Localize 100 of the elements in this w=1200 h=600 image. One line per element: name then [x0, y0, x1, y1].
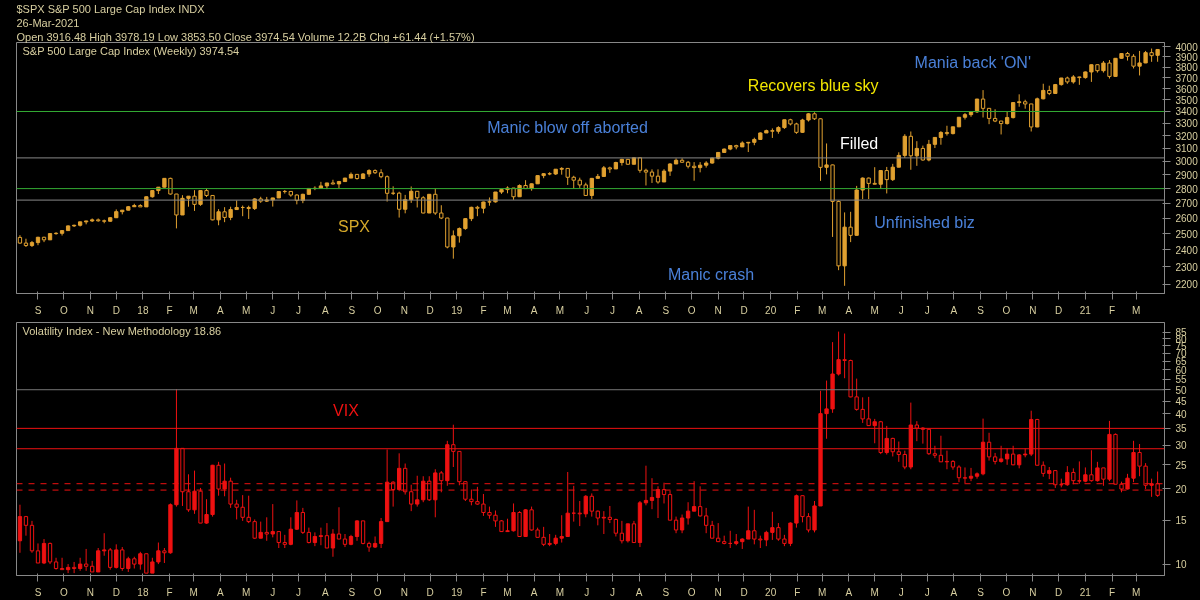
- x-tick-label: 18: [137, 586, 149, 598]
- x-tick-label: N: [400, 586, 408, 598]
- x-tick-label: J: [924, 304, 930, 316]
- y-tick-label: 55: [1175, 374, 1188, 386]
- x-tick-label: O: [59, 304, 68, 316]
- x-tick-label: J: [270, 304, 276, 316]
- x-tick-label: M: [503, 586, 512, 598]
- annotation: SPX: [338, 218, 371, 236]
- x-tick-label: A: [216, 586, 224, 598]
- y-tick-label: 3400: [1175, 106, 1199, 118]
- x-tick-label: J: [609, 304, 615, 316]
- y-tick-label: 2400: [1175, 244, 1199, 256]
- x-tick-label: J: [270, 586, 276, 598]
- x-tick-label: N: [86, 304, 95, 316]
- y-tick-label: 2600: [1175, 213, 1199, 225]
- x-tick-label: D: [112, 304, 120, 316]
- x-tick-label: F: [1108, 304, 1116, 316]
- x-tick-label: M: [870, 586, 879, 598]
- x-tick-label: S: [977, 304, 985, 316]
- x-tick-label: N: [714, 586, 722, 598]
- y-tick-label: 3200: [1175, 130, 1199, 142]
- y-tick-label: 2700: [1175, 198, 1199, 210]
- x-tick-label: N: [400, 304, 408, 316]
- x-tick-label: D: [112, 586, 120, 598]
- x-tick-label: 20: [765, 586, 777, 598]
- x-tick-label: M: [503, 304, 512, 316]
- chart-title: S&P 500 Large Cap Index (Weekly) 3974.54: [22, 44, 240, 57]
- x-tick-label: N: [1029, 586, 1037, 598]
- x-tick-label: M: [241, 586, 251, 598]
- x-tick-label: A: [950, 304, 958, 316]
- x-tick-label: J: [584, 304, 590, 316]
- chart-title: Volatility Index - New Methodology 18.86: [22, 324, 222, 337]
- x-tick-label: M: [189, 586, 198, 598]
- y-tick-label: 2900: [1175, 169, 1199, 181]
- x-tick-label: 21: [1079, 304, 1092, 316]
- x-tick-label: J: [898, 304, 904, 316]
- y-tick-label: 35: [1175, 423, 1188, 435]
- x-tick-label: 19: [451, 586, 463, 598]
- x-tick-label: M: [555, 304, 565, 316]
- x-tick-label: D: [740, 586, 748, 598]
- x-tick-label: F: [794, 304, 801, 316]
- x-tick-label: M: [1131, 586, 1141, 598]
- x-tick-label: A: [530, 586, 538, 598]
- text: 26-Mar-2021: [16, 16, 80, 29]
- y-tick-label: 20: [1175, 483, 1188, 495]
- x-tick-label: A: [530, 304, 538, 316]
- x-tick-label: A: [950, 586, 958, 598]
- x-tick-label: D: [426, 304, 434, 316]
- x-tick-label: D: [1055, 304, 1063, 316]
- x-tick-label: F: [166, 586, 173, 598]
- x-tick-label: F: [1108, 586, 1116, 598]
- annotation: Open 3916.48 High 3978.19 Low 3853.50 Close 3974.54 Volume 12.2B Chg +61.44 (+1.57%): [16, 30, 475, 43]
- y-tick-label: 3100: [1175, 143, 1199, 155]
- y-tick-label: 2500: [1175, 228, 1199, 240]
- y-tick-label: 3900: [1175, 52, 1199, 63]
- x-tick-label: S: [662, 586, 670, 598]
- annotation: Unfinished biz: [874, 213, 975, 231]
- x-tick-label: M: [818, 586, 827, 598]
- x-tick-label: O: [373, 304, 382, 316]
- y-tick-label: 50: [1175, 384, 1188, 396]
- x-tick-label: A: [321, 586, 329, 598]
- y-tick-label: 3000: [1175, 156, 1199, 168]
- y-tick-label: 10: [1175, 559, 1188, 571]
- x-tick-label: S: [662, 304, 670, 316]
- x-tick-label: 19: [451, 304, 463, 316]
- annotation: Filled: [840, 135, 879, 153]
- y-tick-label: 2200: [1175, 279, 1199, 291]
- x-tick-label: J: [296, 304, 302, 316]
- x-tick-label: M: [818, 304, 827, 316]
- x-tick-label: 21: [1079, 586, 1092, 598]
- x-tick-label: O: [59, 586, 68, 598]
- y-tick-label: 25: [1175, 459, 1188, 471]
- x-tick-label: J: [296, 586, 302, 598]
- x-tick-label: J: [609, 586, 615, 598]
- x-tick-label: A: [845, 586, 853, 598]
- x-tick-label: A: [321, 304, 329, 316]
- x-tick-label: 18: [137, 304, 149, 316]
- x-tick-label: J: [924, 586, 930, 598]
- x-tick-label: S: [348, 586, 356, 598]
- x-tick-label: O: [687, 304, 696, 316]
- x-tick-label: A: [845, 304, 853, 316]
- x-tick-label: S: [977, 586, 985, 598]
- annotation: Mania back 'ON': [914, 54, 1031, 72]
- annotation: VIX: [333, 401, 360, 419]
- x-tick-label: M: [555, 586, 565, 598]
- x-tick-label: D: [426, 586, 434, 598]
- x-tick-label: F: [480, 304, 487, 316]
- text: $SPX S&P 500 Large Cap Index INDX: [16, 2, 206, 15]
- x-tick-label: S: [348, 304, 356, 316]
- y-tick-label: 3600: [1175, 83, 1199, 95]
- x-tick-label: F: [480, 586, 487, 598]
- x-tick-label: S: [34, 586, 42, 598]
- x-tick-label: N: [1029, 304, 1037, 316]
- x-tick-label: M: [1131, 304, 1141, 316]
- x-tick-label: O: [1002, 586, 1011, 598]
- x-tick-label: A: [635, 586, 643, 598]
- annotation: Recovers blue sky: [747, 77, 879, 95]
- y-tick-label: 3800: [1175, 62, 1199, 74]
- x-tick-label: M: [241, 304, 251, 316]
- y-tick-label: 3500: [1175, 94, 1199, 106]
